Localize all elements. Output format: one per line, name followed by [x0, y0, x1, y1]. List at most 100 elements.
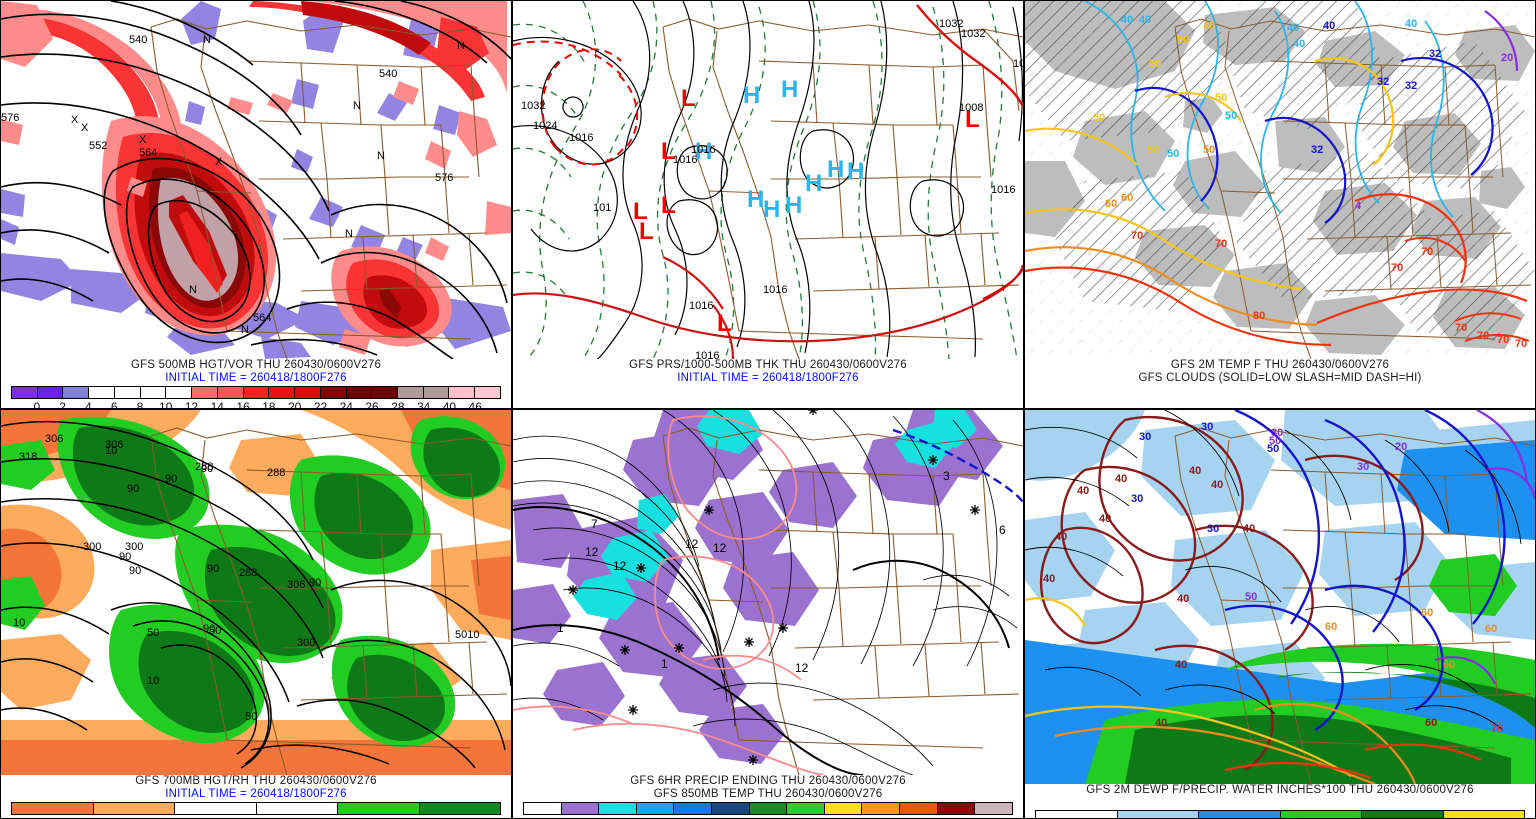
- precip-label: 1: [557, 621, 564, 635]
- panel-gfs-prs-thickness[interactable]: L L L L L L L H H H H H H H H: [512, 0, 1024, 409]
- colorbar-segment: [88, 387, 114, 398]
- isobar-label: 1024: [533, 120, 557, 132]
- colorbar-segment: [113, 387, 140, 398]
- colorbar-segment: [242, 387, 269, 398]
- dewpoint-label: 40: [1175, 659, 1187, 671]
- dewpoint-label: 60: [1325, 621, 1337, 633]
- contour-label: 90: [201, 463, 213, 475]
- colorbar-strip: [11, 386, 501, 399]
- isotherm-label: 32: [1377, 76, 1389, 88]
- colorbar-tick-label: 40: [442, 400, 457, 409]
- panel-caption-850mb: GFS 850MB TEMP THU 260430/0600V276: [653, 788, 883, 800]
- caption-block-prs: GFS PRS/1000-500MB THK THU 260430/0600V2…: [513, 359, 1023, 385]
- map-6hr-precip-850mb-temp[interactable]: 7 12 12 12 12 1 1 12 3 6: [513, 410, 1023, 775]
- dewpoint-label: 30: [1271, 427, 1283, 439]
- colorbar-segment: [974, 803, 1012, 814]
- isotherm-label: 70: [1515, 338, 1527, 350]
- colorbar-segment: [598, 803, 636, 814]
- map-2m-dewp-precip-water[interactable]: 30 30 30 50 40 40 40 40 30 40 40 40 30 4…: [1025, 410, 1535, 784]
- map-2m-temp-clouds[interactable]: 40 40 40 40 40 40 40 32 32 32 20 50 50 5…: [1025, 1, 1535, 359]
- dewpoint-label: 50: [1269, 435, 1281, 447]
- colorbar-segment: [62, 387, 89, 398]
- colorbar-tick-label: 75: [705, 815, 718, 818]
- colorbar-segment: [216, 387, 243, 398]
- colorbar-segment: [673, 803, 712, 814]
- isotherm-label: 32: [1311, 144, 1323, 156]
- colorbar-tick-label: 34: [416, 400, 431, 409]
- isobar-label: 101: [593, 202, 611, 214]
- isobar-label: 1016: [763, 284, 787, 296]
- marker-x: X: [139, 134, 147, 146]
- colorbar-segment: [397, 387, 423, 398]
- map-prs-1000-500mb-thk[interactable]: L L L L L L L H H H H H H H H: [513, 1, 1023, 359]
- contour-label: 576: [435, 172, 453, 184]
- colorbar-segment: [1198, 811, 1280, 818]
- colorbar-segment: [448, 387, 475, 398]
- contour-label: 288: [195, 461, 213, 473]
- contour-label: 564: [139, 147, 157, 159]
- isotherm-label: 40: [1203, 20, 1215, 32]
- map-700mb-hgt-rh[interactable]: 306 306 318 10 90 90 90 90 300 300 90 90…: [1, 410, 511, 775]
- isotherm-label: 40: [1287, 22, 1299, 34]
- contour-label: 90: [207, 563, 219, 575]
- isotherm-label: 20: [1501, 52, 1513, 64]
- colorbar-tick-label: 6: [110, 400, 118, 409]
- dewpoint-label: 40: [1115, 473, 1127, 485]
- colorbar-segment: [823, 803, 862, 814]
- isotherm-label: 60: [1105, 198, 1117, 210]
- low-pressure-marker: L: [661, 138, 676, 165]
- high-pressure-marker: H: [827, 156, 844, 183]
- colorbar-tick-label: 125: [777, 815, 797, 818]
- colorbar-segment: [936, 803, 975, 814]
- panel-caption: GFS 700MB HGT/RH THU 260430/0600V276: [135, 775, 377, 787]
- isobar-label: 1032: [939, 18, 963, 30]
- isotherm-label: 40: [1323, 20, 1335, 32]
- colorbar-tick-label: 100: [739, 815, 759, 818]
- isobar-label: 1016: [689, 300, 713, 312]
- colorbar-segment: [1361, 811, 1443, 818]
- precip-label: 12: [795, 661, 809, 675]
- panel-gfs-2m-temp-clouds[interactable]: 40 40 40 40 40 40 40 32 32 32 20 50 50 5…: [1024, 0, 1536, 409]
- panel-gfs-700mb-hgt-rh[interactable]: 306 306 318 10 90 90 90 90 300 300 90 90…: [0, 409, 512, 819]
- colorbar-segment: [371, 387, 398, 398]
- colorbar-segment: [524, 803, 561, 814]
- panel-gfs-500mb-hgt-vor[interactable]: 540 540 564 576 576 564 552 X X X N N: [0, 0, 512, 409]
- panel-caption: GFS 2M DEWP F/PRECIP. WATER INCHES*100 T…: [1086, 784, 1474, 796]
- colorbar-segment: [635, 803, 674, 814]
- colorbar-segment: [1036, 811, 1117, 818]
- contour-label: 90: [203, 623, 215, 635]
- isotherm-label: 40: [1139, 14, 1151, 26]
- colorbar-tick-label: 70: [331, 815, 344, 818]
- contour-label: 576: [1, 112, 19, 124]
- panel-gfs-6hr-precip[interactable]: 7 12 12 12 12 1 1 12 3 6 GFS 6HR PRECIP …: [512, 409, 1024, 819]
- isobar-label: 1016: [691, 144, 715, 156]
- dewpoint-label: 30: [1139, 431, 1151, 443]
- colorbar-tick-label: 26: [365, 400, 379, 409]
- contour-label: 300: [297, 637, 315, 649]
- dewpoint-label: 20: [1395, 441, 1407, 453]
- colorbar-tick-label: 24: [339, 400, 353, 409]
- low-pressure-marker: L: [633, 198, 648, 225]
- precip-label: 6: [999, 523, 1006, 537]
- isotherm-label: 40: [1405, 18, 1417, 30]
- marker-n: N: [241, 324, 249, 336]
- panel-gfs-2m-dewp-pwat[interactable]: 30 30 30 50 40 40 40 40 30 40 40 40 30 4…: [1024, 409, 1536, 819]
- colorbar-tick-label: 28: [391, 400, 405, 409]
- map-500mb-hgt-vor[interactable]: 540 540 564 576 576 564 552 X X X N N: [1, 1, 511, 359]
- isotherm-label: 50: [1167, 148, 1179, 160]
- colorbar-segment: [174, 803, 256, 814]
- marker-x: X: [81, 122, 89, 134]
- dewpoint-label: 40: [1189, 465, 1201, 477]
- colorbar-dewp-pwat: 5090125175200: [1025, 810, 1535, 818]
- isobar-label: 1032: [521, 100, 545, 112]
- contour-label: 10: [13, 617, 25, 629]
- colorbar-tick-label: 8: [136, 400, 144, 409]
- contour-label: 318: [19, 451, 37, 463]
- colorbar-segment: [422, 387, 449, 398]
- colorbar-tick-label: 18: [262, 400, 276, 409]
- contour-label: 90: [165, 473, 177, 485]
- colorbar-tick-label: 200: [890, 815, 910, 818]
- isotherm-label: 50: [1147, 144, 1159, 156]
- contour-label: 564: [253, 312, 271, 324]
